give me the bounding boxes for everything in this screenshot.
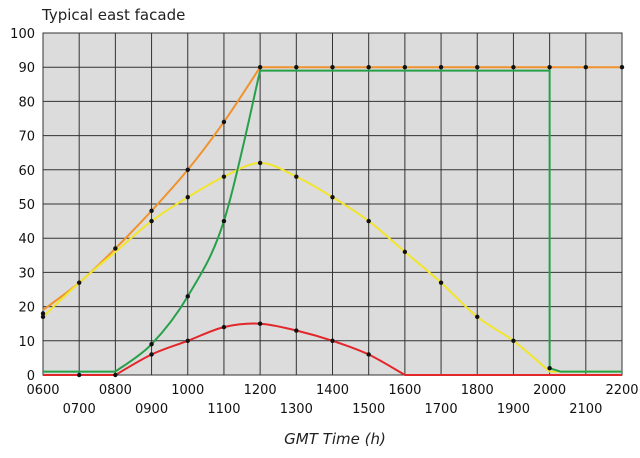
data-point [149,208,154,214]
data-point [583,65,589,70]
data-point [221,324,227,330]
x-tick-label: 1300 [280,402,313,417]
data-point [40,311,46,316]
x-tick-label: 1000 [171,383,204,398]
x-tick-label: 1700 [425,402,458,417]
data-point [257,160,263,166]
x-tick-label: 0900 [135,402,168,417]
y-tick-label: 100 [10,27,35,42]
x-tick-label: 1400 [316,383,349,398]
data-point [185,194,190,200]
data-point [76,280,82,285]
x-tick-label: 1200 [244,383,277,398]
y-tick-label: 30 [18,266,35,281]
data-point [330,194,335,200]
data-point [438,65,444,70]
x-tick-label: 2100 [569,402,602,417]
data-point [366,218,371,224]
data-point [76,372,82,378]
data-point [330,65,335,70]
data-point [619,65,625,70]
data-point [547,65,552,70]
data-point [294,328,299,333]
data-point [257,321,263,326]
data-point [113,372,118,378]
y-tick-label: 40 [18,232,35,247]
data-point [221,119,227,125]
data-point [402,65,408,70]
x-tick-label: 1900 [497,402,530,417]
data-point [40,314,46,320]
data-point [185,338,190,343]
data-point [475,314,480,320]
data-point [475,65,480,70]
chart-title: Typical east facade [42,6,186,24]
data-point [511,338,516,343]
y-tick-label: 50 [18,198,35,213]
y-tick-label: 70 [18,130,35,145]
x-tick-label: 0600 [26,383,59,398]
y-tick-label: 60 [18,164,35,179]
x-tick-label: 1600 [388,383,421,398]
data-point [221,174,227,179]
x-tick-label: 1500 [352,402,385,417]
x-tick-label: 0700 [63,402,96,417]
x-tick-label: 2000 [533,383,566,398]
y-tick-label: 90 [18,61,35,76]
x-tick-label: 1800 [461,383,494,398]
y-tick-label: 80 [18,95,35,110]
data-point [294,65,299,70]
data-point [294,174,299,179]
data-point [438,280,444,285]
data-point [149,218,154,224]
data-point [113,246,118,251]
data-point [511,65,516,70]
x-tick-label: 2200 [605,383,638,398]
data-point [149,342,154,347]
x-tick-label: 0800 [99,383,132,398]
y-tick-label: 0 [27,369,35,384]
data-point [221,218,227,224]
data-point [402,249,408,255]
x-tick-label: 1100 [207,402,240,417]
y-tick-label: 20 [18,301,35,316]
data-point [185,167,190,172]
data-point [366,352,371,357]
x-axis-label: GMT Time (h) [284,430,386,448]
y-tick-label: 10 [18,335,35,350]
data-point [257,65,263,70]
data-point [547,365,552,371]
data-point [185,294,190,299]
data-point [366,65,371,70]
series-line-green [43,69,622,373]
data-point [149,352,154,357]
data-point [330,338,335,343]
